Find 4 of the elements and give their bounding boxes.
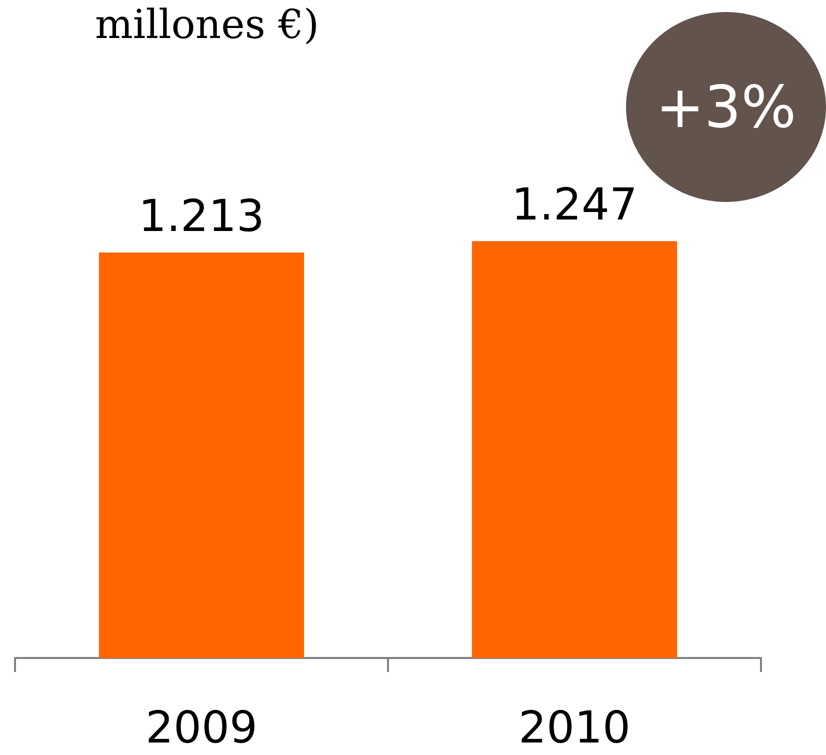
x-tick-label: 2010: [518, 702, 630, 754]
x-tick-label: 2009: [146, 702, 258, 754]
chart-title: millones €): [95, 2, 320, 48]
data-label: 1.213: [138, 191, 264, 242]
